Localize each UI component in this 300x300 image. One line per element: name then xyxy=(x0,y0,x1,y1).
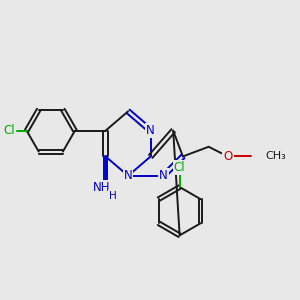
Text: Cl: Cl xyxy=(3,124,15,137)
Text: H: H xyxy=(109,191,116,201)
Text: N: N xyxy=(146,124,155,137)
Text: N: N xyxy=(159,169,168,182)
Text: Cl: Cl xyxy=(174,160,185,174)
Text: CH₃: CH₃ xyxy=(265,152,286,161)
Text: N: N xyxy=(124,169,133,182)
Text: O: O xyxy=(223,150,232,163)
Text: NH: NH xyxy=(93,181,110,194)
